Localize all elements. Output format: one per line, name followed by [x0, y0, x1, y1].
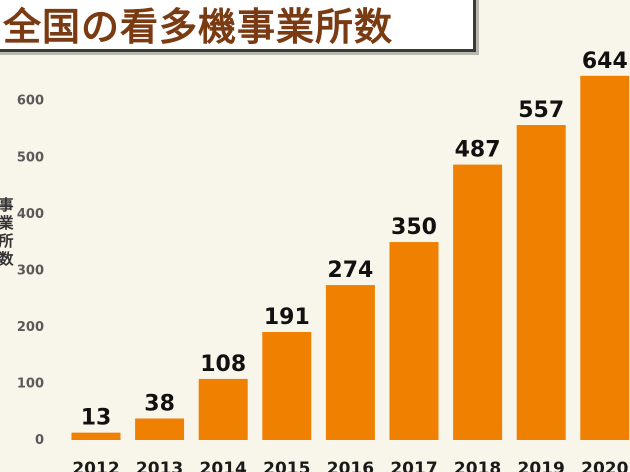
bar-2019	[516, 125, 566, 440]
y-axis-label: 事業所数	[0, 196, 14, 268]
data-label-2012: 13	[81, 406, 112, 431]
x-tick-label-2012: 2012	[72, 459, 119, 472]
chart-title: 全国の看多機事業所数	[3, 4, 394, 49]
x-tick-label-2019: 2019	[518, 459, 565, 472]
bar-2020	[580, 75, 630, 441]
x-axis-labels: 2012 2013 2014 2015 2016 2017 2018 2019 2020	[72, 459, 628, 472]
bar-2017	[389, 242, 439, 440]
x-tick-label-2014: 2014	[200, 459, 247, 472]
bar-2015	[262, 331, 312, 440]
y-tick-label: 200	[17, 320, 44, 335]
x-tick-label-2013: 2013	[136, 459, 183, 472]
y-tick-label: 600	[17, 94, 44, 109]
data-label-2020: 644	[582, 49, 628, 74]
bar-2012	[71, 432, 121, 440]
x-tick-label-2020: 2020	[581, 459, 628, 472]
data-label-2013: 38	[144, 392, 175, 417]
x-tick-label-2017: 2017	[390, 459, 437, 472]
data-label-2014: 108	[200, 352, 246, 377]
data-label-2019: 557	[518, 98, 564, 123]
y-axis-ticks: 0 100 200 300 400 500 600	[17, 94, 44, 448]
y-tick-label: 400	[17, 207, 44, 222]
bar-2014	[198, 378, 248, 440]
y-tick-label: 0	[35, 433, 44, 448]
data-label-2015: 191	[264, 305, 310, 330]
bars	[71, 75, 630, 441]
y-tick-label: 100	[17, 376, 44, 391]
data-label-2018: 487	[455, 138, 501, 163]
x-tick-label-2018: 2018	[454, 459, 501, 472]
y-tick-label: 500	[17, 150, 44, 165]
y-tick-label: 300	[17, 263, 44, 278]
bar-2013	[135, 418, 185, 440]
data-label-2017: 350	[391, 215, 437, 240]
bar-2016	[325, 285, 375, 440]
bar-2018	[453, 164, 503, 440]
title-box: 全国の看多機事業所数	[0, 0, 476, 52]
x-tick-label-2015: 2015	[263, 459, 310, 472]
x-tick-label-2016: 2016	[327, 459, 374, 472]
data-labels: 13 38 108 191 274 350 487 557 644	[81, 49, 628, 431]
data-label-2016: 274	[327, 258, 373, 283]
